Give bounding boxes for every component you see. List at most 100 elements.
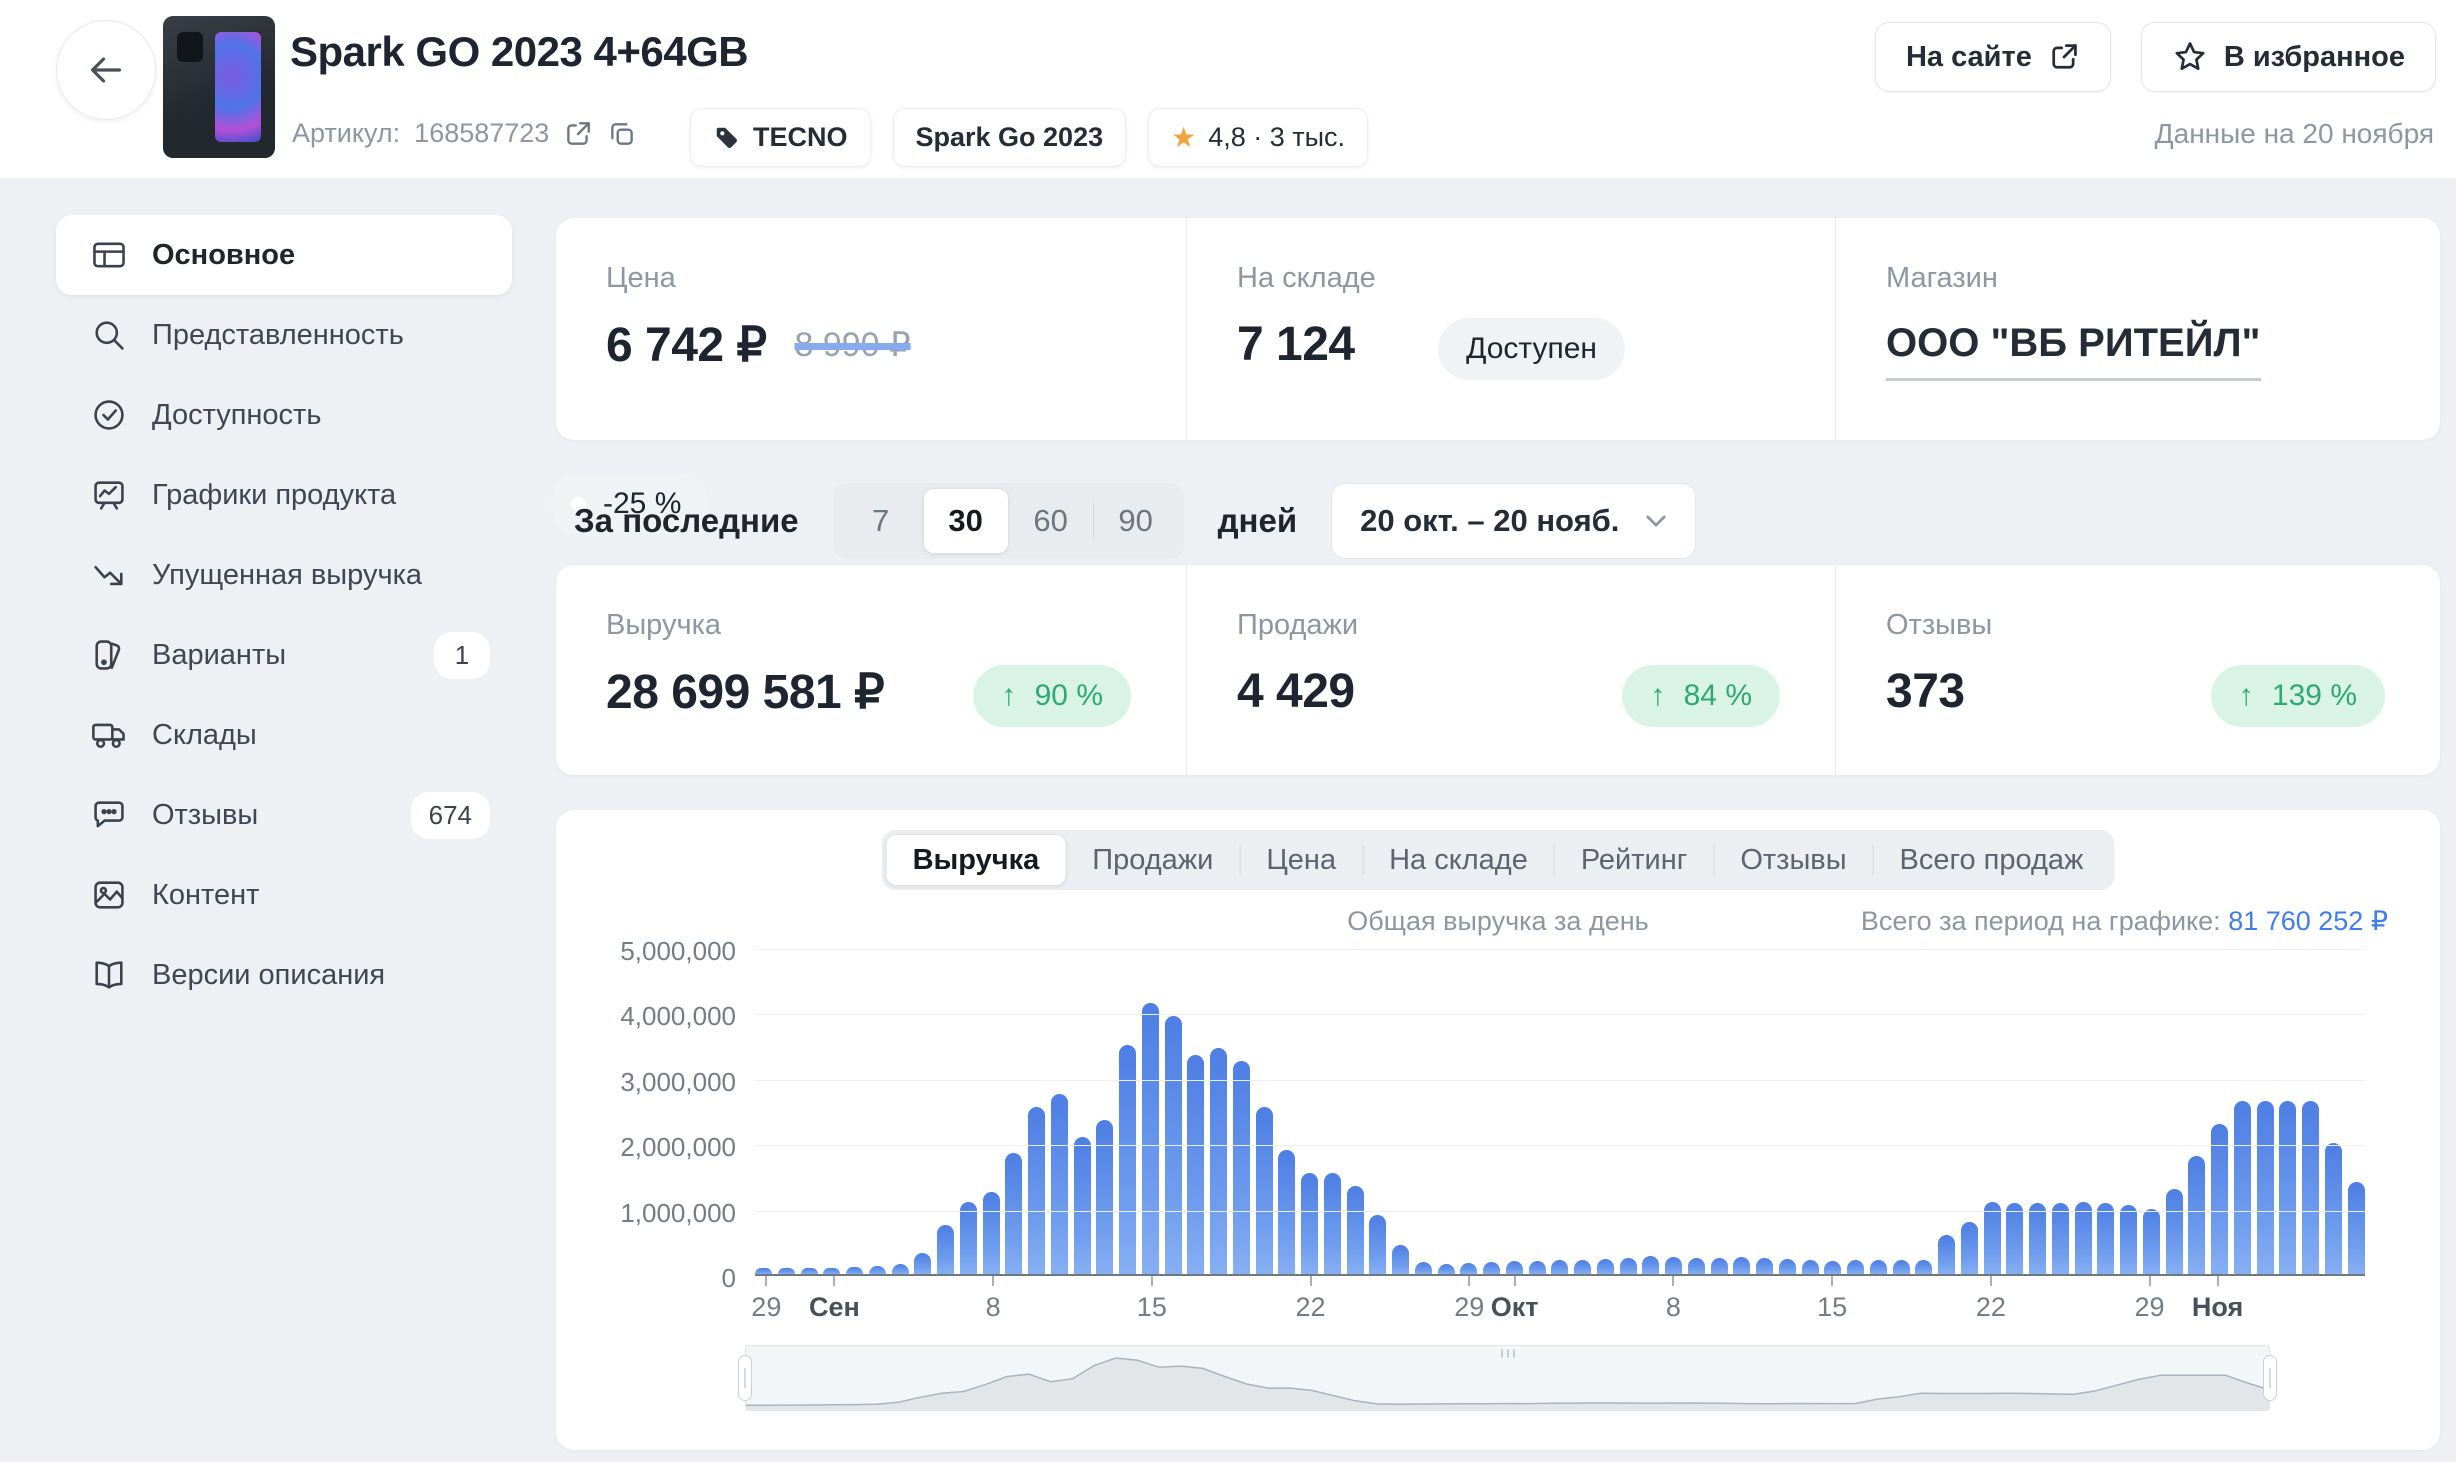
bar (777, 1268, 795, 1274)
x-axis-tick (1309, 1276, 1312, 1286)
article-label: Артикул: (292, 118, 401, 148)
external-link-icon[interactable] (563, 119, 593, 149)
sidebar-item-label: Варианты (152, 638, 287, 671)
navigator-grip[interactable] (1500, 1349, 1515, 1358)
bar (1483, 1262, 1500, 1274)
bar (2006, 1203, 2024, 1274)
period-suffix: дней (1217, 502, 1298, 539)
check-circle-icon (90, 396, 128, 434)
bar (1369, 1215, 1387, 1274)
availability-badge: Доступен (1438, 318, 1625, 380)
chart-tab-1[interactable]: Выручка (886, 835, 1066, 885)
chart-bars (755, 949, 2365, 1274)
metric-change-badge: ↑ 139 % (2210, 665, 2385, 727)
data-date: Данные на 20 ноября (2154, 118, 2434, 149)
shop-card: Магазин ООО "ВБ РИТЕЙЛ" (1835, 218, 2440, 440)
add-to-favorites-button[interactable]: В избранное (2140, 22, 2436, 92)
back-button[interactable] (56, 20, 156, 120)
bar (1005, 1153, 1023, 1274)
chart-tab-5[interactable]: Рейтинг (1580, 843, 1688, 876)
chart-tab-4[interactable]: На складе (1389, 843, 1528, 876)
price-card: Цена 6 742 ₽ 8 990 ₽ -25 % (551, 218, 1186, 535)
bar (1096, 1120, 1114, 1274)
period-prefix: За последние (574, 502, 799, 539)
metrics-row: Выручка 28 699 581 ₽ ↑ 90 % Продажи 4 429… (556, 565, 2440, 775)
chart-total-value[interactable]: 81 760 252 ₽ (2228, 906, 2388, 936)
y-axis-label: 0 (721, 1263, 736, 1293)
chart-tab-3[interactable]: Цена (1266, 843, 1337, 876)
variants-icon (90, 636, 128, 674)
bar (1642, 1256, 1660, 1274)
bar (2051, 1203, 2069, 1274)
bar (2324, 1143, 2342, 1274)
open-on-site-button[interactable]: На сайте (1874, 22, 2111, 92)
sidebar-item-8[interactable]: Отзывы 674 (56, 775, 512, 855)
chart-board-icon (90, 476, 128, 514)
sidebar-item-badge: 1 (434, 631, 490, 679)
period-option-90[interactable]: 90 (1118, 503, 1153, 538)
metric-card-1: Выручка 28 699 581 ₽ ↑ 90 % (556, 565, 1186, 775)
metric-change-badge: ↑ 90 % (973, 665, 1131, 727)
sidebar-item-label: Склады (152, 718, 257, 751)
gridline (755, 1274, 2365, 1276)
y-axis-label: 2,000,000 (620, 1132, 736, 1163)
tab-separator (1713, 845, 1715, 875)
image-icon (90, 876, 128, 914)
bar (1960, 1221, 1978, 1274)
bar (937, 1224, 954, 1274)
sidebar-item-3[interactable]: Доступность (56, 375, 512, 455)
bar (1050, 1094, 1068, 1274)
bar (1528, 1260, 1546, 1274)
bar (2029, 1203, 2046, 1274)
date-range-dropdown[interactable]: 20 окт. – 20 нояб. (1331, 483, 1697, 559)
sidebar-item-10[interactable]: Версии описания (56, 935, 512, 1015)
sidebar-item-2[interactable]: Представленность (56, 295, 512, 375)
sidebar-item-5[interactable]: Упущенная выручка (56, 535, 512, 615)
sidebar-item-7[interactable]: Склады (56, 695, 512, 775)
sidebar-item-9[interactable]: Контент (56, 855, 512, 935)
sidebar-item-label: Представленность (152, 318, 404, 351)
chart-total-label: Всего за период на графике: (1860, 906, 2221, 936)
sidebar-item-4[interactable]: Графики продукта (56, 455, 512, 535)
chart-tab-2[interactable]: Продажи (1092, 843, 1214, 876)
external-link-icon (2048, 41, 2080, 73)
stock-card: На складе 7 124 Доступен (1186, 218, 1835, 440)
model-chip: Spark Go 2023 (892, 108, 1127, 167)
x-axis-tick (2216, 1276, 2219, 1286)
bar (1232, 1061, 1250, 1274)
bar (2120, 1205, 2137, 1274)
navigator-left-handle[interactable] (738, 1355, 752, 1401)
arrow-up-icon: ↑ (1650, 679, 1666, 712)
bar (1710, 1257, 1728, 1274)
bar (1619, 1257, 1637, 1274)
bar (1574, 1260, 1591, 1274)
bar (1551, 1259, 1569, 1274)
bar (1983, 1202, 2001, 1274)
x-axis-tick (1672, 1276, 1675, 1286)
tab-separator (1872, 845, 1874, 875)
bar (1278, 1149, 1296, 1274)
chart-range-navigator[interactable] (738, 1345, 2277, 1411)
bar (1028, 1107, 1045, 1274)
shop-name-link[interactable]: ООО "ВБ РИТЕЙЛ" (1886, 321, 2261, 381)
chart-tab-6[interactable]: Отзывы (1740, 843, 1847, 876)
sidebar-item-1[interactable]: Основное (56, 215, 512, 295)
chart-tab-7[interactable]: Всего продаж (1899, 843, 2084, 876)
bar (891, 1264, 909, 1274)
period-option-60[interactable]: 60 (1033, 503, 1068, 538)
metric-card-2: Продажи 4 429 ↑ 84 % (1186, 565, 1835, 775)
period-option-7[interactable]: 7 (871, 503, 890, 538)
chat-icon (90, 796, 128, 834)
copy-icon[interactable] (607, 119, 637, 149)
chart-period-total: Всего за период на графике: 81 760 252 ₽ (1861, 906, 2388, 937)
bar (1255, 1107, 1273, 1274)
period-option-30[interactable]: 30 (923, 489, 1008, 553)
bar (1210, 1048, 1227, 1274)
sidebar: Основное Представленность Доступность Гр… (56, 215, 512, 1015)
shop-label: Магазин (1886, 262, 1998, 294)
rating-chip-label: 4,8 · 3 тыс. (1208, 122, 1346, 152)
sidebar-item-6[interactable]: Варианты 1 (56, 615, 512, 695)
navigator-right-handle[interactable] (2263, 1355, 2277, 1401)
header: Spark GO 2023 4+64GB Артикул: 168587723 … (0, 0, 2456, 178)
bar (1915, 1259, 1933, 1274)
